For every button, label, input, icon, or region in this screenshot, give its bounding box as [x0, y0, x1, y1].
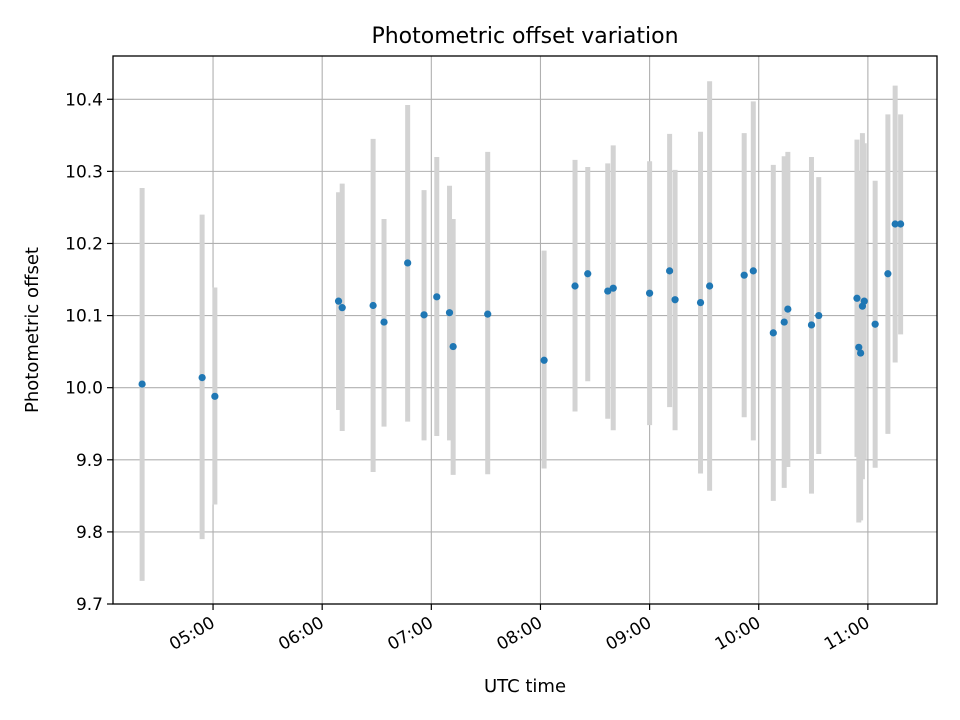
- plot-frame: [112, 55, 938, 605]
- data-point: [338, 304, 346, 312]
- data-point: [604, 287, 612, 295]
- data-point: [871, 320, 879, 328]
- data-point: [540, 356, 548, 364]
- data-point: [769, 329, 777, 337]
- y-tick-label: 9.8: [76, 523, 103, 543]
- data-point: [484, 310, 492, 318]
- data-point: [780, 318, 788, 326]
- y-tick-label: 10.3: [65, 162, 103, 182]
- data-point: [815, 311, 823, 320]
- y-tick-label: 9.7: [76, 595, 103, 615]
- data-point: [740, 271, 748, 279]
- y-tick-label: 10.1: [65, 307, 103, 327]
- x-axis-label: UTC time: [484, 676, 566, 697]
- data-point: [449, 342, 457, 351]
- chart-title: Photometric offset variation: [371, 24, 678, 49]
- data-point: [646, 289, 654, 297]
- data-point: [380, 318, 388, 326]
- data-point: [884, 270, 892, 278]
- data-point: [671, 296, 679, 304]
- data-point: [445, 309, 454, 317]
- data-point: [860, 297, 868, 305]
- data-point: [666, 267, 674, 275]
- data-point: [696, 299, 705, 307]
- data-point: [855, 343, 863, 351]
- data-point: [784, 305, 792, 313]
- data-point: [857, 349, 865, 357]
- data-point: [433, 293, 441, 301]
- data-point: [891, 220, 899, 228]
- y-axis-label: Photometric offset: [22, 247, 43, 413]
- y-tick-label: 10.4: [65, 90, 103, 110]
- data-point: [584, 270, 592, 278]
- data-point: [706, 282, 714, 290]
- y-axis: 9.7 9.8 9.9 10.0 10.1 10.2 10.3 10.4: [65, 90, 113, 615]
- data-point: [334, 297, 343, 305]
- y-tick-label: 9.9: [76, 451, 103, 471]
- y-tick-label: 10.0: [65, 379, 103, 399]
- data-points: [138, 220, 905, 400]
- data-point: [138, 380, 146, 388]
- data-point: [369, 301, 377, 310]
- y-tick-label: 10.2: [65, 234, 103, 254]
- data-point: [807, 321, 816, 329]
- data-point: [853, 294, 861, 302]
- data-point: [198, 373, 206, 382]
- data-point: [609, 284, 617, 292]
- data-point: [897, 220, 905, 228]
- data-point: [749, 267, 757, 275]
- data-point: [404, 259, 412, 267]
- data-point: [571, 282, 579, 290]
- data-point: [420, 311, 428, 319]
- data-point: [211, 392, 219, 400]
